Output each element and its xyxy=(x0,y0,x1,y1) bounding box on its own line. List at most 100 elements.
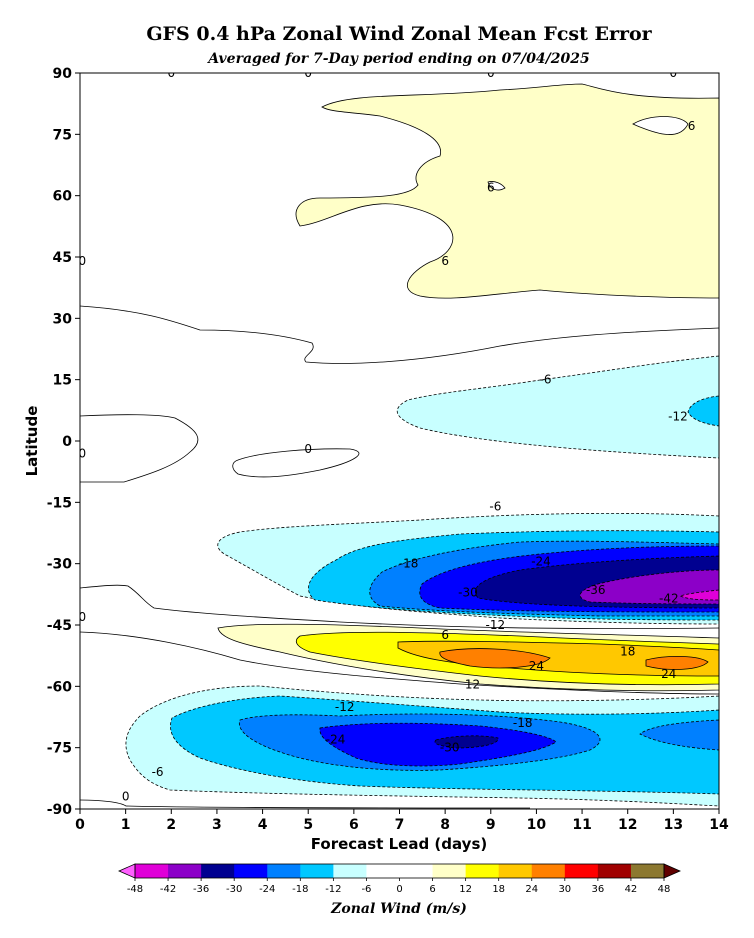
contour-label: 0 xyxy=(122,790,130,804)
x-tick-label: 11 xyxy=(572,817,591,833)
contour-label: 6 xyxy=(441,254,449,268)
x-tick-label: 13 xyxy=(664,817,683,833)
contour-label: -6 xyxy=(489,499,501,513)
colorbar: -48 -42 -36 -30 -24 -18 -12 -6 0 6 12 18 24 30 36 42 48 xyxy=(118,863,681,895)
contour-label: 0 xyxy=(78,254,86,268)
chart-title: GFS 0.4 hPa Zonal Wind Zonal Mean Fcst E… xyxy=(146,23,652,45)
y-tick-label: 45 xyxy=(53,250,72,266)
region-pos24-south-b xyxy=(645,655,709,670)
contour-zero-eq xyxy=(80,414,199,483)
contour-label: 24 xyxy=(661,667,676,681)
colorbar-tick-label: -36 xyxy=(193,884,209,895)
colorbar-tick-label: 12 xyxy=(459,884,472,895)
x-tick-label: 9 xyxy=(486,817,496,833)
contour-label: -30 xyxy=(440,741,460,755)
contour-zero-loop xyxy=(232,448,360,478)
contour-label: 0 xyxy=(304,442,312,456)
colorbar-tick-label: -12 xyxy=(325,884,341,895)
colorbar-swatch xyxy=(267,864,301,878)
colorbar-swatch xyxy=(300,864,334,878)
y-tick-label: -75 xyxy=(47,741,72,757)
contour-label: -42 xyxy=(659,591,679,605)
x-axis-label: Forecast Lead (days) xyxy=(311,835,487,853)
y-tick-label: 30 xyxy=(53,311,73,327)
contour-label: -18 xyxy=(513,716,533,730)
contour-label: 0 xyxy=(304,66,312,80)
x-tick-label: 7 xyxy=(395,817,405,833)
contour-label: 6 xyxy=(487,180,495,194)
colorbar-tick-label: -6 xyxy=(361,884,371,895)
colorbar-tick-label: -18 xyxy=(292,884,308,895)
contour-label: -18 xyxy=(399,557,419,571)
y-tick-label: 75 xyxy=(53,127,72,143)
x-tick-label: 4 xyxy=(258,817,268,833)
contour-zero-south-a xyxy=(80,584,719,629)
colorbar-under-arrow xyxy=(118,863,136,879)
contour-label: 0 xyxy=(78,610,86,624)
contour-label: 6 xyxy=(441,628,449,642)
contour-label: -12 xyxy=(486,618,506,632)
y-tick-label: 0 xyxy=(62,434,72,450)
contour-label: 0 xyxy=(487,66,495,80)
contour-label: 24 xyxy=(529,659,544,673)
colorbar-tick-label: -24 xyxy=(259,884,275,895)
contour-label: -30 xyxy=(458,585,478,599)
contour-zero-south-b xyxy=(80,631,719,695)
hole-north-small xyxy=(487,181,506,191)
contour-labels: 0 0 0 0 6 6 6 0 -6 -12 0 0 -6 -18 -24 -30 -36 -42 0 -12 6 18 2… xyxy=(78,66,695,804)
y-tick-label: -30 xyxy=(47,557,73,573)
contour-zero-30 xyxy=(80,305,719,364)
colorbar-swatch xyxy=(234,864,268,878)
colorbar-tick-label: 24 xyxy=(525,884,538,895)
region-pos6-north xyxy=(295,83,719,299)
x-tick-label: 0 xyxy=(75,817,85,833)
x-axis: 0 1 2 3 4 5 6 7 8 9 10 11 12 13 14 xyxy=(75,809,729,833)
x-tick-label: 1 xyxy=(121,817,131,833)
colorbar-tick-label: 0 xyxy=(396,884,402,895)
region-neg12-north xyxy=(687,395,719,427)
colorbar-label: Zonal Wind (m/s) xyxy=(330,901,467,917)
y-tick-label: -45 xyxy=(47,618,72,634)
region-neg30-polar xyxy=(434,735,499,749)
contour-label: -12 xyxy=(668,409,688,423)
colorbar-swatch xyxy=(465,864,500,878)
y-axis: 90 75 60 45 30 15 0 -15 -30 -45 -60 -75 -90 xyxy=(47,66,80,818)
colorbar-tick-label: -42 xyxy=(160,884,176,895)
colorbar-tick-label: 6 xyxy=(429,884,435,895)
contour-label: 0 xyxy=(78,446,86,460)
y-tick-label: 60 xyxy=(53,189,73,205)
x-tick-label: 12 xyxy=(618,817,637,833)
contour-label: 0 xyxy=(167,66,175,80)
x-tick-label: 5 xyxy=(303,817,313,833)
y-tick-label: -15 xyxy=(47,495,72,511)
chart-subtitle: Averaged for 7-Day period ending on 07/0… xyxy=(206,51,590,67)
colorbar-swatch xyxy=(498,864,533,878)
colorbar-tick-label: 36 xyxy=(592,884,605,895)
region-neg42-south xyxy=(678,589,719,601)
plot-area xyxy=(80,73,719,809)
colorbar-swatch xyxy=(135,864,169,878)
colorbar-over-arrow xyxy=(663,863,681,879)
colorbar-swatch xyxy=(531,864,566,878)
x-tick-label: 3 xyxy=(212,817,222,833)
contour-label: -36 xyxy=(586,583,606,597)
contour-label: -24 xyxy=(531,555,551,569)
colorbar-tick-label: 42 xyxy=(625,884,638,895)
colorbar-swatch xyxy=(366,864,400,878)
colorbar-swatch xyxy=(168,864,202,878)
colorbar-tick-label: 18 xyxy=(492,884,505,895)
colorbar-swatch xyxy=(630,864,665,878)
y-tick-label: -60 xyxy=(47,679,73,695)
y-tick-label: 15 xyxy=(53,373,72,389)
contour-label: 12 xyxy=(465,677,480,691)
contour-label: -6 xyxy=(152,765,164,779)
colorbar-tick-label: 30 xyxy=(558,884,571,895)
y-tick-label: 90 xyxy=(53,66,73,82)
contour-zero-pole xyxy=(80,799,531,809)
y-tick-label: -90 xyxy=(47,802,73,818)
x-tick-label: 6 xyxy=(349,817,359,833)
region-neg6-north xyxy=(396,355,719,459)
y-axis-label: Latitude xyxy=(23,406,41,477)
colorbar-swatch xyxy=(399,864,434,878)
colorbar-tick-label: -30 xyxy=(226,884,242,895)
